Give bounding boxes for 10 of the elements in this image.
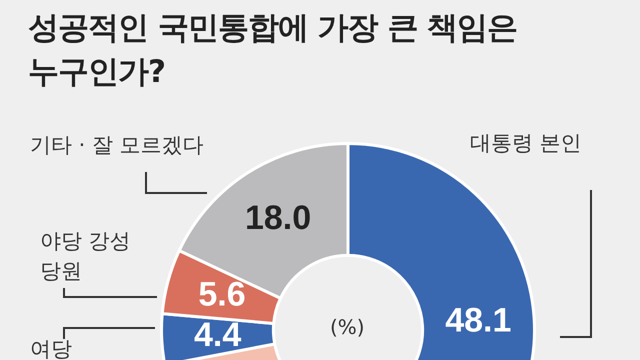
data-label: 5.6 (198, 275, 246, 314)
slice-label: 대통령 본인 (470, 130, 583, 157)
chart-title: 성공적인 국민통합에 가장 큰 책임은 누구인가? (28, 9, 518, 92)
slice-label: 기타 · 잘 모르겠다 (30, 132, 205, 159)
text: (%) (330, 315, 365, 339)
slice-label: 야당 강성 당원 (40, 228, 132, 285)
data-label: 48.1 (445, 302, 512, 340)
data-label: 18.0 (244, 199, 312, 238)
data-label: 4.4 (194, 316, 242, 354)
slice-label: 여당 (30, 336, 73, 360)
